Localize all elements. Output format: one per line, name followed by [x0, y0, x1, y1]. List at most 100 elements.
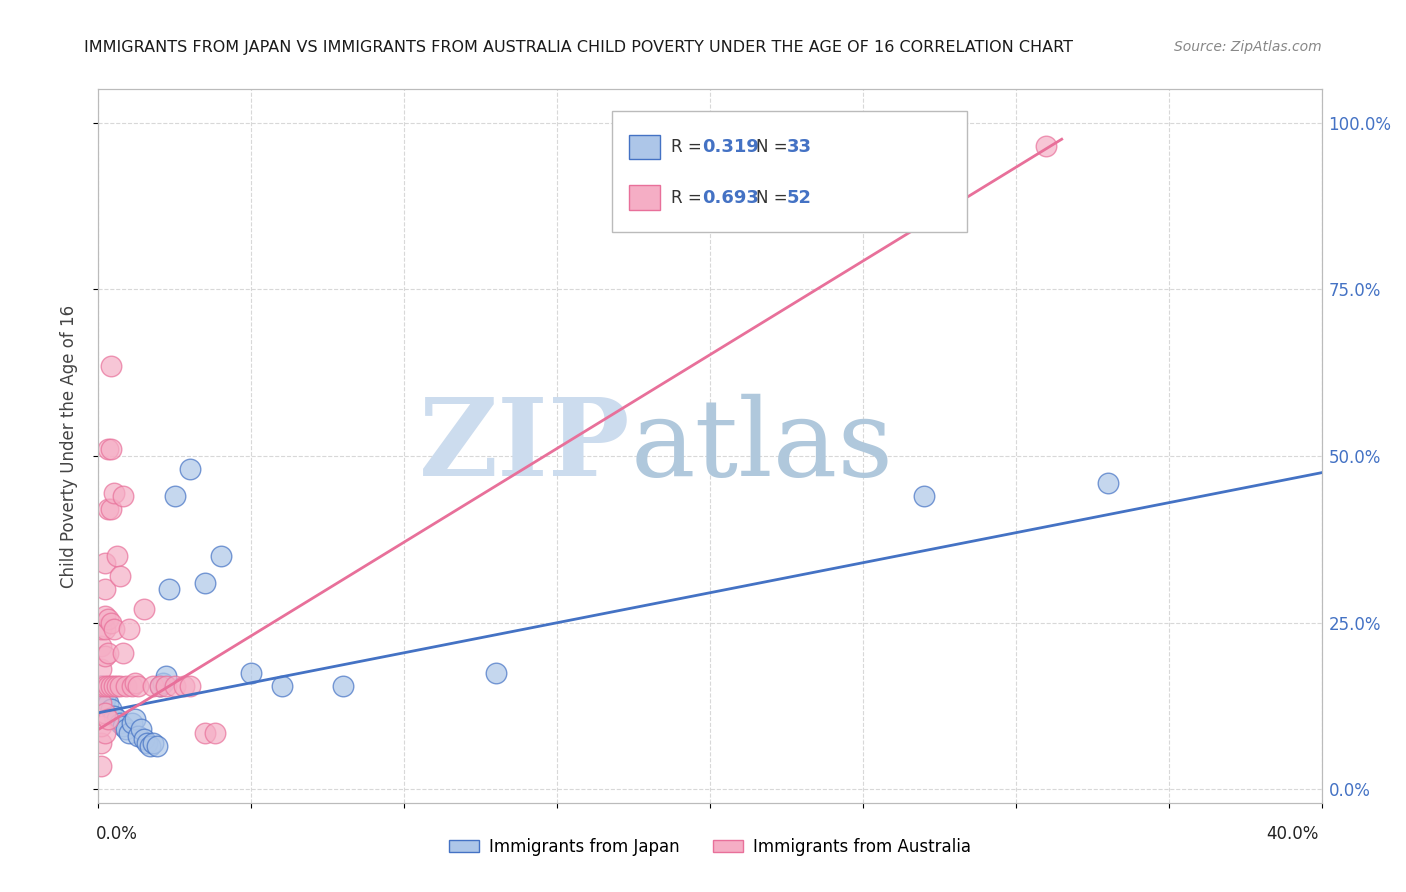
Point — [142, 736, 165, 750]
Point — [100, 615, 122, 630]
Point — [179, 679, 201, 693]
Point — [103, 623, 125, 637]
Point — [100, 442, 122, 457]
Text: 40.0%: 40.0% — [1267, 825, 1319, 843]
Text: 0.0%: 0.0% — [96, 825, 138, 843]
Point — [90, 736, 112, 750]
Point — [93, 706, 115, 720]
Point — [270, 679, 292, 693]
Point — [97, 696, 120, 710]
Point — [105, 713, 128, 727]
Point — [97, 612, 120, 626]
Point — [90, 623, 112, 637]
Point — [209, 549, 232, 563]
Point — [149, 679, 172, 693]
Point — [134, 602, 156, 616]
Point — [105, 549, 128, 563]
Point — [139, 739, 162, 753]
Text: N =: N = — [755, 189, 793, 207]
Point — [93, 609, 115, 624]
Point — [97, 713, 120, 727]
Point — [179, 462, 201, 476]
Point — [115, 723, 138, 737]
Text: 33: 33 — [786, 138, 811, 156]
Point — [103, 679, 125, 693]
Point — [127, 679, 149, 693]
Point — [173, 679, 195, 693]
Point — [108, 679, 131, 693]
Point — [912, 489, 935, 503]
Point — [100, 702, 122, 716]
Text: 0.319: 0.319 — [702, 138, 759, 156]
Point — [142, 679, 165, 693]
Point — [155, 669, 177, 683]
Text: atlas: atlas — [630, 393, 894, 499]
Point — [149, 679, 172, 693]
Point — [157, 582, 180, 597]
Point — [108, 715, 131, 730]
Point — [90, 662, 112, 676]
Point — [97, 679, 120, 693]
Point — [97, 442, 120, 457]
Point — [129, 723, 152, 737]
Point — [111, 719, 134, 733]
Point — [194, 575, 217, 590]
Point — [163, 489, 186, 503]
Point — [90, 639, 112, 653]
Point — [118, 725, 141, 739]
Point — [136, 736, 159, 750]
Point — [134, 732, 156, 747]
Point — [90, 679, 112, 693]
Point — [105, 679, 128, 693]
Point — [97, 502, 120, 516]
Text: 0.693: 0.693 — [702, 189, 759, 207]
Point — [127, 729, 149, 743]
Text: ZIP: ZIP — [419, 393, 630, 499]
Point — [121, 715, 143, 730]
Point — [1035, 139, 1057, 153]
Text: IMMIGRANTS FROM JAPAN VS IMMIGRANTS FROM AUSTRALIA CHILD POVERTY UNDER THE AGE O: IMMIGRANTS FROM JAPAN VS IMMIGRANTS FROM… — [84, 40, 1073, 55]
Point — [100, 502, 122, 516]
Point — [90, 679, 112, 693]
Point — [90, 696, 112, 710]
Y-axis label: Child Poverty Under the Age of 16: Child Poverty Under the Age of 16 — [59, 304, 77, 588]
Point — [93, 692, 115, 706]
Point — [90, 719, 112, 733]
Text: R =: R = — [671, 189, 707, 207]
Text: R =: R = — [671, 138, 707, 156]
Point — [240, 665, 263, 680]
Point — [108, 569, 131, 583]
Point — [93, 582, 115, 597]
Point — [111, 489, 134, 503]
Point — [93, 556, 115, 570]
Point — [124, 713, 146, 727]
Point — [103, 485, 125, 500]
Text: 52: 52 — [786, 189, 811, 207]
Point — [93, 649, 115, 664]
Point — [163, 679, 186, 693]
Point — [145, 739, 167, 753]
Point — [93, 725, 115, 739]
Point — [100, 359, 122, 373]
Point — [111, 646, 134, 660]
Point — [204, 725, 226, 739]
Point — [97, 646, 120, 660]
Point — [93, 679, 115, 693]
Point — [118, 623, 141, 637]
Point — [115, 679, 138, 693]
Point — [93, 623, 115, 637]
Point — [124, 675, 146, 690]
Legend: Immigrants from Japan, Immigrants from Australia: Immigrants from Japan, Immigrants from A… — [443, 831, 977, 863]
Point — [155, 679, 177, 693]
Point — [152, 675, 174, 690]
Text: Source: ZipAtlas.com: Source: ZipAtlas.com — [1174, 40, 1322, 54]
Point — [194, 725, 217, 739]
Point — [1097, 475, 1119, 490]
Point — [90, 759, 112, 773]
Point — [637, 139, 661, 153]
Point — [121, 679, 143, 693]
Point — [103, 709, 125, 723]
Text: N =: N = — [755, 138, 793, 156]
Point — [485, 665, 508, 680]
Point — [100, 679, 122, 693]
